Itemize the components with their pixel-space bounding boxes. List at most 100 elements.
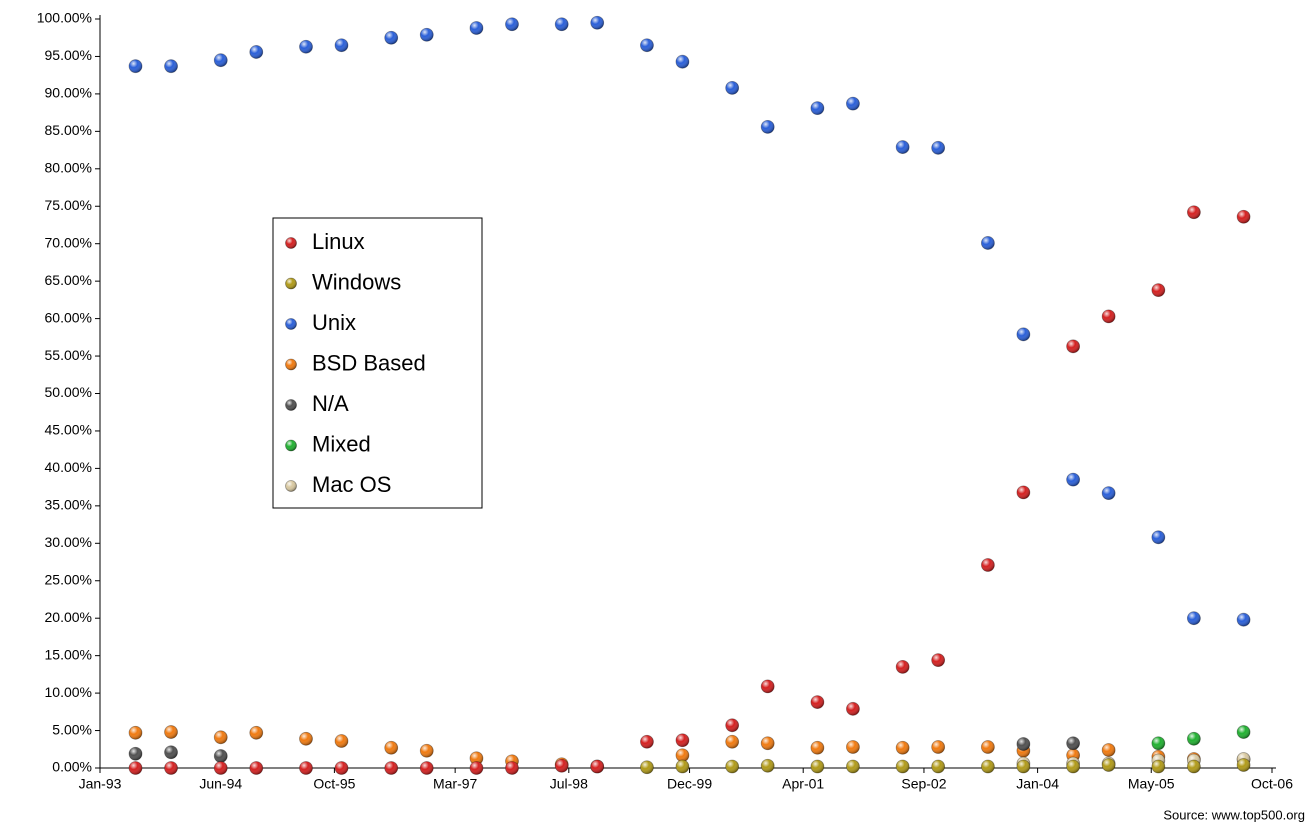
point: [554, 17, 569, 32]
point: [469, 751, 484, 766]
point: [164, 59, 178, 74]
y-tick-label: 15.00%: [45, 646, 92, 662]
point-shine: [299, 40, 313, 54]
point-shine: [1151, 760, 1165, 774]
point: [334, 38, 349, 53]
x-tick-label: May-05: [1128, 776, 1175, 792]
point-shine: [725, 81, 739, 95]
point-shine: [981, 740, 995, 754]
y-tick-label: 75.00%: [45, 197, 92, 213]
point-shine: [675, 733, 689, 747]
y-tick-label: 30.00%: [45, 534, 92, 550]
point-shine: [129, 59, 143, 73]
y-tick-label: 65.00%: [45, 272, 92, 288]
point: [1101, 309, 1116, 324]
point-shine: [761, 759, 775, 773]
point: [810, 695, 825, 709]
y-tick-label: 35.00%: [45, 497, 92, 513]
point-shine: [810, 695, 824, 709]
point-shine: [1016, 327, 1030, 341]
point: [1186, 205, 1201, 220]
point-shine: [214, 749, 228, 763]
point-shine: [249, 726, 263, 740]
point-shine: [164, 59, 178, 73]
point: [164, 745, 178, 760]
point-shine: [1187, 732, 1201, 746]
y-tick-label: 80.00%: [45, 160, 92, 176]
point: [980, 759, 995, 774]
point-shine: [1187, 611, 1201, 625]
point-shine: [590, 16, 604, 30]
point: [1151, 736, 1166, 751]
legend-label: Mixed: [312, 431, 371, 456]
point-shine: [1237, 758, 1251, 772]
legend-marker-shine: [285, 318, 297, 330]
point: [931, 653, 946, 668]
point: [1236, 209, 1251, 224]
point-shine: [846, 702, 860, 716]
y-tick-label: 100.00%: [37, 10, 92, 26]
point: [846, 759, 860, 774]
point-shine: [725, 735, 739, 749]
point-shine: [640, 735, 654, 749]
point: [213, 53, 228, 68]
y-tick-label: 40.00%: [45, 459, 92, 475]
point: [505, 761, 519, 775]
point: [725, 718, 740, 733]
legend-label: BSD Based: [312, 350, 426, 375]
point: [419, 761, 434, 775]
point-shine: [214, 53, 228, 67]
point-shine: [761, 736, 775, 750]
x-tick-label: Mar-97: [433, 776, 478, 792]
point-shine: [469, 761, 483, 775]
y-tick-label: 0.00%: [52, 759, 92, 775]
y-tick-label: 85.00%: [45, 122, 92, 138]
y-tick-label: 5.00%: [52, 721, 92, 737]
point: [760, 736, 775, 751]
point: [384, 740, 399, 755]
y-tick-label: 55.00%: [45, 347, 92, 363]
legend-marker-shine: [285, 237, 297, 249]
point-shine: [981, 760, 995, 774]
point: [1066, 472, 1081, 487]
point: [299, 761, 313, 775]
point-shine: [1237, 613, 1251, 627]
legend-marker-shine: [285, 480, 297, 492]
point: [213, 730, 228, 745]
point: [675, 54, 690, 69]
point: [980, 740, 995, 754]
point: [640, 38, 654, 53]
point: [980, 558, 995, 572]
point: [1236, 758, 1251, 772]
point: [1016, 327, 1031, 342]
point-shine: [469, 21, 483, 35]
point-shine: [931, 760, 945, 774]
point: [249, 45, 264, 59]
point: [590, 759, 605, 774]
point-shine: [725, 718, 739, 732]
point-shine: [1016, 485, 1030, 499]
point: [895, 140, 910, 154]
point-shine: [1016, 760, 1030, 774]
point-shine: [640, 760, 654, 774]
y-tick-label: 90.00%: [45, 85, 92, 101]
point: [640, 734, 654, 749]
x-tick-label: Oct-06: [1251, 776, 1293, 792]
point-shine: [761, 679, 775, 693]
point: [760, 679, 775, 694]
point-shine: [555, 17, 569, 31]
point: [1016, 737, 1031, 751]
point-shine: [1151, 283, 1165, 297]
point: [640, 760, 654, 775]
point-shine: [981, 558, 995, 572]
point-shine: [761, 120, 775, 134]
point-shine: [214, 761, 228, 775]
point-shine: [810, 760, 824, 774]
point-shine: [675, 748, 689, 762]
point-shine: [931, 740, 945, 754]
point-shine: [846, 760, 860, 774]
point-shine: [384, 761, 398, 775]
point: [213, 749, 228, 763]
point-shine: [469, 751, 483, 765]
point-shine: [1066, 339, 1080, 353]
